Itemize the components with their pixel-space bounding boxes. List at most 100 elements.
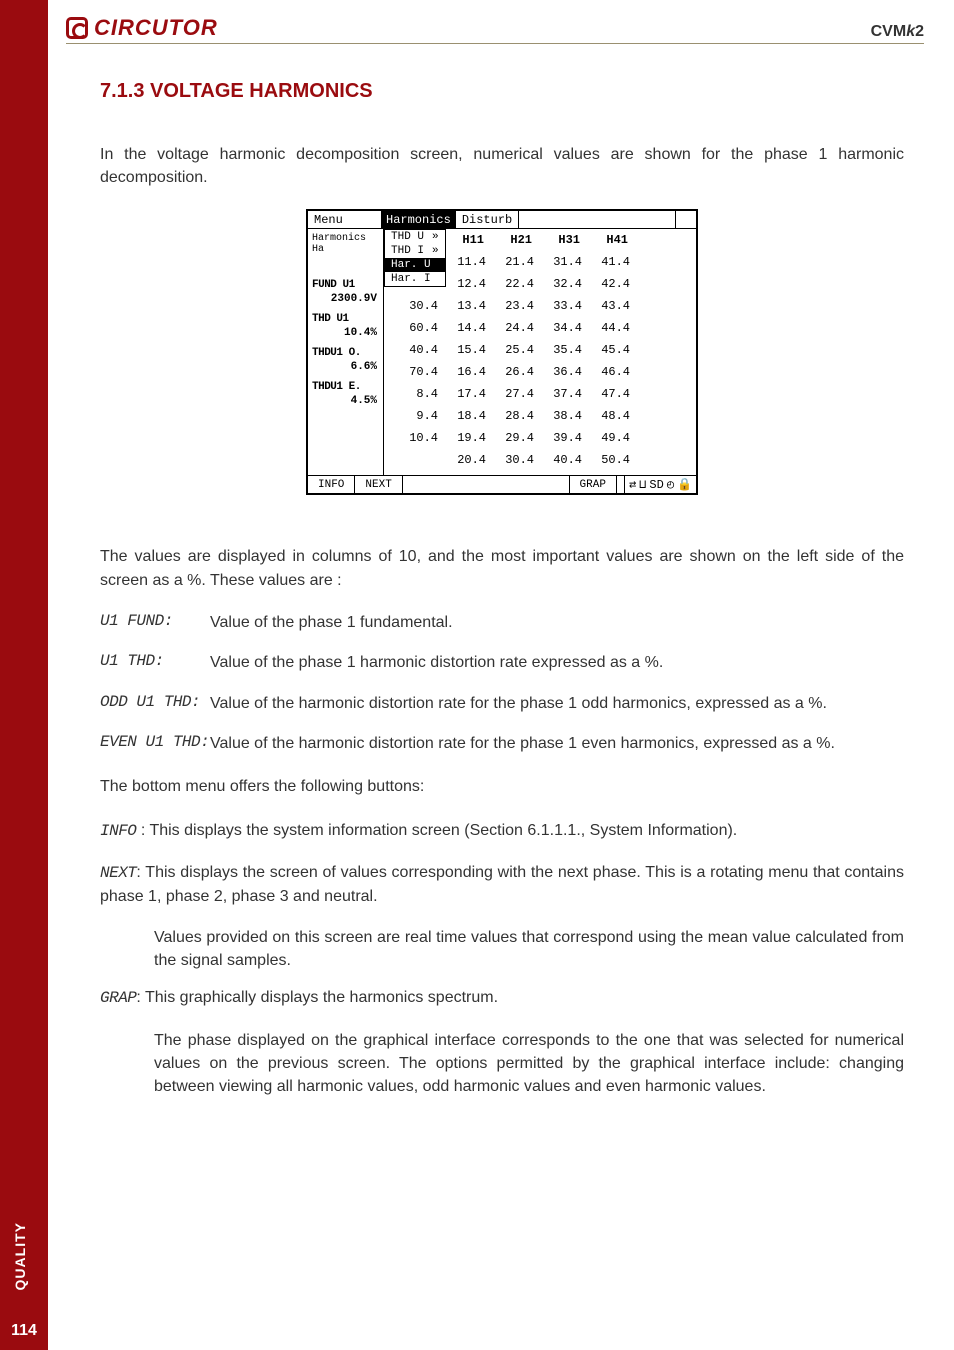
definition-term: EVEN U1 THD: bbox=[100, 733, 210, 755]
dropdown-item[interactable]: Har. I bbox=[385, 272, 445, 286]
definition-desc: Value of the harmonic distortion rate fo… bbox=[210, 733, 904, 755]
column-headers: H11H21H31H41 bbox=[436, 233, 694, 247]
data-cell: 23.4 bbox=[490, 295, 538, 317]
model-label: CVMk2 bbox=[871, 23, 924, 41]
data-cell: 70.4 bbox=[386, 361, 442, 383]
page-header: CIRCUTOR CVMk2 bbox=[66, 14, 924, 44]
data-cell: 26.4 bbox=[490, 361, 538, 383]
data-cell: 34.4 bbox=[538, 317, 586, 339]
bottom-gap-r bbox=[617, 476, 625, 493]
data-cell: 30.4 bbox=[386, 295, 442, 317]
desc-grap: : This graphically displays the harmonic… bbox=[136, 989, 498, 1006]
model-suffix: 2 bbox=[915, 23, 924, 40]
brand-logo: CIRCUTOR bbox=[66, 15, 218, 41]
data-cell: 32.4 bbox=[538, 273, 586, 295]
definition-term: ODD U1 THD: bbox=[100, 693, 210, 715]
term-info: INFO bbox=[100, 822, 136, 840]
dropdown-item[interactable]: THD I» bbox=[385, 244, 445, 258]
brand-name: CIRCUTOR bbox=[94, 15, 218, 41]
device-body: Harmonics Ha FUND U1 2300.9V THD U1 10.4% TH… bbox=[308, 229, 696, 475]
device-left-panel: Harmonics Ha FUND U1 2300.9V THD U1 10.4% TH… bbox=[308, 229, 384, 475]
left-block-label: THDU1 E. bbox=[312, 381, 379, 393]
left-block-label: FUND U1 bbox=[312, 279, 379, 291]
status-icons: ⇄⊔SD◴🔒 bbox=[625, 477, 696, 492]
btn-grap[interactable]: GRAP bbox=[570, 476, 617, 493]
left-block-label: THDU1 O. bbox=[312, 347, 379, 359]
data-cell: 21.4 bbox=[490, 251, 538, 273]
term-grap: GRAP bbox=[100, 989, 136, 1007]
data-cell: 14.4 bbox=[442, 317, 490, 339]
left-block-label: THD U1 bbox=[312, 313, 379, 325]
next-button-para: Values provided on this screen are real … bbox=[154, 926, 904, 972]
data-cell: 8.4 bbox=[386, 383, 442, 405]
left-block-value: 2300.9V bbox=[312, 293, 379, 305]
data-cell: 27.4 bbox=[490, 383, 538, 405]
definition-desc: Value of the harmonic distortion rate fo… bbox=[210, 693, 904, 715]
data-column: 41.442.443.444.445.446.447.448.449.450.4 bbox=[586, 251, 634, 471]
tab-spacer bbox=[519, 211, 676, 228]
tab-disturb[interactable]: Disturb bbox=[456, 211, 519, 228]
bottom-spacer bbox=[403, 476, 562, 493]
data-cell: 50.4 bbox=[586, 449, 634, 471]
data-cell: 33.4 bbox=[538, 295, 586, 317]
btn-info[interactable]: INFO bbox=[308, 476, 355, 493]
definition-desc: Value of the phase 1 harmonic distortion… bbox=[210, 652, 904, 674]
data-cell: 16.4 bbox=[442, 361, 490, 383]
definition-row: U1 THD:Value of the phase 1 harmonic dis… bbox=[100, 652, 904, 674]
data-cell: 41.4 bbox=[586, 251, 634, 273]
model-prefix: CVM bbox=[871, 23, 907, 40]
next-button-desc: NEXT: This displays the screen of values… bbox=[100, 861, 904, 908]
col-header: H31 bbox=[532, 233, 580, 247]
data-cell: 36.4 bbox=[538, 361, 586, 383]
section-title: 7.1.3 VOLTAGE HARMONICS bbox=[100, 80, 904, 103]
data-cell: 22.4 bbox=[490, 273, 538, 295]
intro-paragraph: In the voltage harmonic decomposition sc… bbox=[100, 143, 904, 189]
data-cell: 47.4 bbox=[586, 383, 634, 405]
dropdown-item[interactable]: THD U» bbox=[385, 230, 445, 244]
data-column: 21.422.423.424.425.426.427.428.429.430.4 bbox=[490, 251, 538, 471]
data-cell: 44.4 bbox=[586, 317, 634, 339]
left-block-value: 6.6% bbox=[312, 361, 379, 373]
col-header: H21 bbox=[484, 233, 532, 247]
data-cell: 40.4 bbox=[386, 339, 442, 361]
device-bottom-bar: INFO NEXT GRAP ⇄⊔SD◴🔒 bbox=[308, 475, 696, 493]
definition-row: EVEN U1 THD:Value of the harmonic distor… bbox=[100, 733, 904, 755]
dropdown-item[interactable]: Har. U bbox=[385, 258, 445, 272]
tab-menu[interactable]: Menu bbox=[308, 211, 382, 228]
left-top-label: Harmonics Ha bbox=[312, 233, 379, 255]
definition-row: ODD U1 THD:Value of the harmonic distort… bbox=[100, 693, 904, 715]
data-cell: 11.4 bbox=[442, 251, 490, 273]
page-number: 114 bbox=[0, 1322, 48, 1340]
dropdown-menu[interactable]: THD U»THD I»Har. UHar. I bbox=[384, 229, 446, 287]
status-icon: ⇄ bbox=[629, 477, 636, 492]
status-icon: SD bbox=[649, 478, 663, 492]
data-cell: 9.4 bbox=[386, 405, 442, 427]
after-figure-paragraph: The values are displayed in columns of 1… bbox=[100, 545, 904, 591]
data-cell: 19.4 bbox=[442, 427, 490, 449]
tab-end bbox=[676, 211, 696, 228]
data-cell: 25.4 bbox=[490, 339, 538, 361]
data-cell: 31.4 bbox=[538, 251, 586, 273]
sidebar-section-label: QUALITY bbox=[12, 1222, 28, 1290]
data-cell: 20.4 bbox=[442, 449, 490, 471]
definition-term: U1 FUND: bbox=[100, 612, 210, 634]
btn-next[interactable]: NEXT bbox=[355, 476, 402, 493]
data-cell: 35.4 bbox=[538, 339, 586, 361]
definition-term: U1 THD: bbox=[100, 652, 210, 674]
data-cell: 18.4 bbox=[442, 405, 490, 427]
data-cell: 45.4 bbox=[586, 339, 634, 361]
tab-harmonics[interactable]: Harmonics bbox=[382, 211, 456, 228]
desc-info: : This displays the system information s… bbox=[136, 822, 737, 839]
data-cell: 37.4 bbox=[538, 383, 586, 405]
left-block-value: 10.4% bbox=[312, 327, 379, 339]
data-cell: 17.4 bbox=[442, 383, 490, 405]
definition-list: U1 FUND:Value of the phase 1 fundamental… bbox=[100, 612, 904, 756]
data-cell: 39.4 bbox=[538, 427, 586, 449]
status-icon: 🔒 bbox=[677, 477, 692, 492]
brand-logo-icon bbox=[66, 17, 88, 39]
definition-row: U1 FUND:Value of the phase 1 fundamental… bbox=[100, 612, 904, 634]
data-cell: 30.4 bbox=[490, 449, 538, 471]
data-cell: 38.4 bbox=[538, 405, 586, 427]
data-cell: 10.4 bbox=[386, 427, 442, 449]
data-column: 31.432.433.434.435.436.437.438.439.440.4 bbox=[538, 251, 586, 471]
